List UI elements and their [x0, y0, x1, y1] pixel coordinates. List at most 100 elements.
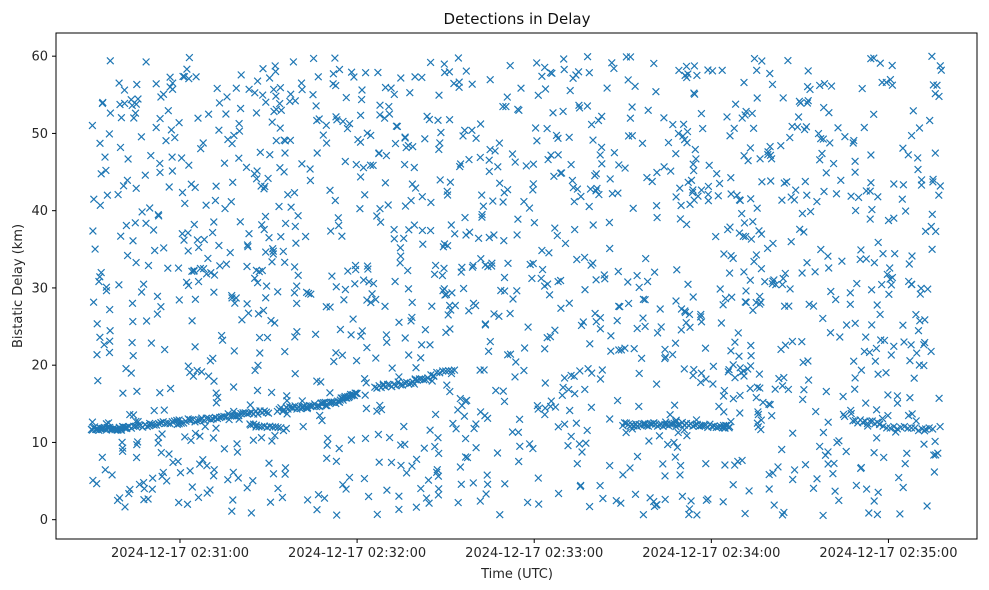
data-point: [383, 380, 392, 389]
data-point: [384, 102, 393, 111]
data-point: [587, 120, 596, 129]
data-point: [390, 90, 399, 99]
data-point: [331, 196, 340, 205]
data-point: [164, 106, 173, 115]
data-point: [155, 159, 164, 168]
data-point: [798, 269, 806, 277]
data-point: [933, 449, 942, 458]
data-point: [872, 434, 881, 442]
data-point: [537, 274, 546, 283]
data-point: [207, 415, 215, 424]
data-point: [735, 352, 743, 361]
data-point: [281, 136, 290, 145]
data-point: [931, 149, 940, 157]
data-point: [287, 203, 295, 212]
data-point: [215, 261, 224, 270]
y-tick-label: 20: [31, 359, 48, 374]
data-point: [565, 299, 574, 308]
data-point: [676, 471, 684, 479]
data-point: [233, 448, 242, 456]
data-point: [652, 380, 661, 388]
data-point: [641, 322, 649, 331]
data-point: [490, 231, 498, 239]
data-point: [306, 176, 315, 185]
data-point: [934, 191, 943, 200]
data-point: [196, 432, 204, 441]
data-point: [447, 221, 456, 229]
data-point: [778, 381, 787, 390]
data-point: [514, 428, 523, 437]
data-point: [798, 395, 807, 404]
data-point: [420, 444, 429, 453]
data-point: [832, 189, 841, 198]
data-point: [685, 505, 694, 513]
data-point: [633, 452, 642, 461]
data-point: [153, 310, 162, 318]
data-point: [370, 383, 379, 392]
data-point: [804, 67, 813, 75]
data-point: [361, 434, 370, 443]
data-point: [345, 119, 354, 128]
data-point: [936, 422, 944, 431]
data-point: [260, 407, 269, 415]
data-point: [912, 349, 921, 357]
data-point: [499, 236, 508, 245]
data-point: [137, 288, 146, 296]
data-point: [359, 276, 368, 284]
data-point: [193, 366, 202, 375]
data-point: [156, 114, 164, 123]
data-point: [363, 343, 371, 352]
data-point: [209, 218, 218, 226]
data-point: [123, 251, 132, 260]
data-point: [532, 59, 541, 67]
data-point: [244, 309, 253, 318]
data-point: [426, 426, 434, 435]
data-point: [852, 481, 861, 490]
data-point: [228, 139, 236, 148]
data-point: [716, 285, 725, 293]
data-point: [311, 330, 320, 339]
data-point: [351, 261, 360, 270]
data-point: [245, 229, 253, 238]
data-point: [123, 176, 132, 185]
data-point: [433, 465, 442, 474]
data-point: [356, 138, 365, 147]
data-point: [427, 198, 435, 207]
data-point: [281, 219, 290, 228]
data-point: [472, 443, 480, 452]
data-point: [218, 336, 227, 345]
data-point: [362, 378, 371, 387]
data-point: [206, 486, 214, 494]
data-point: [162, 136, 170, 145]
data-point: [257, 182, 265, 190]
data-point: [506, 309, 514, 318]
data-point: [534, 500, 543, 508]
data-point: [153, 292, 162, 301]
data-point: [879, 453, 888, 462]
data-point: [788, 122, 796, 131]
data-point: [827, 82, 836, 90]
data-point: [445, 387, 454, 396]
data-point: [719, 497, 728, 506]
data-point: [779, 274, 788, 283]
data-point: [862, 255, 871, 263]
data-point: [338, 351, 347, 360]
data-point: [596, 375, 605, 383]
data-point: [438, 271, 447, 280]
data-point: [204, 254, 212, 263]
data-point: [159, 244, 168, 252]
data-point: [905, 260, 914, 268]
data-point: [639, 295, 648, 304]
data-point: [721, 461, 729, 469]
data-point: [175, 118, 183, 127]
data-point: [129, 411, 138, 419]
data-point: [749, 306, 757, 315]
data-point: [750, 54, 759, 63]
data-point: [422, 494, 431, 502]
data-point: [332, 348, 340, 357]
data-point: [652, 87, 660, 96]
data-point: [595, 190, 603, 199]
data-point: [313, 149, 322, 157]
data-point: [502, 102, 510, 111]
data-point: [825, 139, 834, 147]
